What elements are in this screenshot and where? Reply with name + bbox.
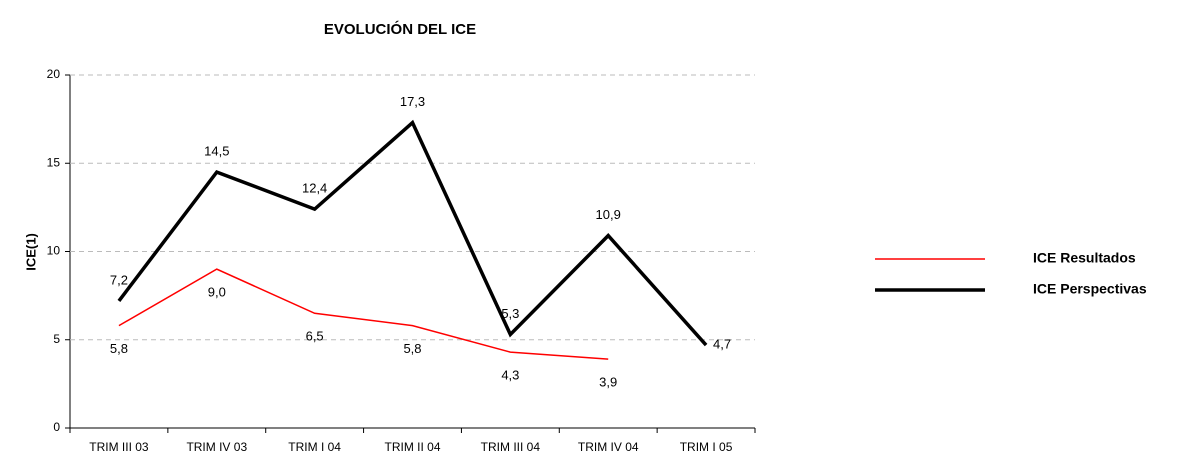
- data-label: 5,3: [501, 306, 519, 321]
- y-tick-label: 5: [53, 332, 60, 346]
- data-label: 4,7: [713, 336, 731, 351]
- x-tick-label: TRIM III 04: [481, 440, 541, 454]
- x-tick-label: TRIM IV 03: [186, 440, 247, 454]
- x-tick-label: TRIM I 05: [680, 440, 733, 454]
- y-axis-label: ICE(1): [23, 233, 38, 271]
- data-label: 7,2: [110, 272, 128, 287]
- y-tick-label: 15: [47, 155, 61, 169]
- data-label: 5,8: [403, 341, 421, 356]
- legend-label: ICE Perspectivas: [1033, 281, 1147, 297]
- y-tick-label: 10: [47, 244, 61, 258]
- y-tick-label: 20: [47, 67, 61, 81]
- x-tick-label: TRIM I 04: [288, 440, 341, 454]
- data-label: 12,4: [302, 181, 327, 196]
- x-tick-label: TRIM IV 04: [578, 440, 639, 454]
- data-label: 14,5: [204, 144, 229, 159]
- data-label: 17,3: [400, 94, 425, 109]
- chart-title: EVOLUCIÓN DEL ICE: [324, 20, 476, 38]
- series-line: [117, 119, 708, 347]
- data-label: 5,8: [110, 341, 128, 356]
- series-line: [118, 268, 609, 360]
- data-label: 6,5: [306, 329, 324, 344]
- data-label: 9,0: [208, 285, 226, 300]
- y-tick-label: 0: [53, 420, 60, 434]
- x-tick-label: TRIM II 04: [384, 440, 440, 454]
- data-label: 10,9: [596, 207, 621, 222]
- x-tick-label: TRIM III 03: [89, 440, 149, 454]
- data-label: 3,9: [599, 375, 617, 390]
- legend-label: ICE Resultados: [1033, 250, 1136, 266]
- data-label: 4,3: [501, 368, 519, 383]
